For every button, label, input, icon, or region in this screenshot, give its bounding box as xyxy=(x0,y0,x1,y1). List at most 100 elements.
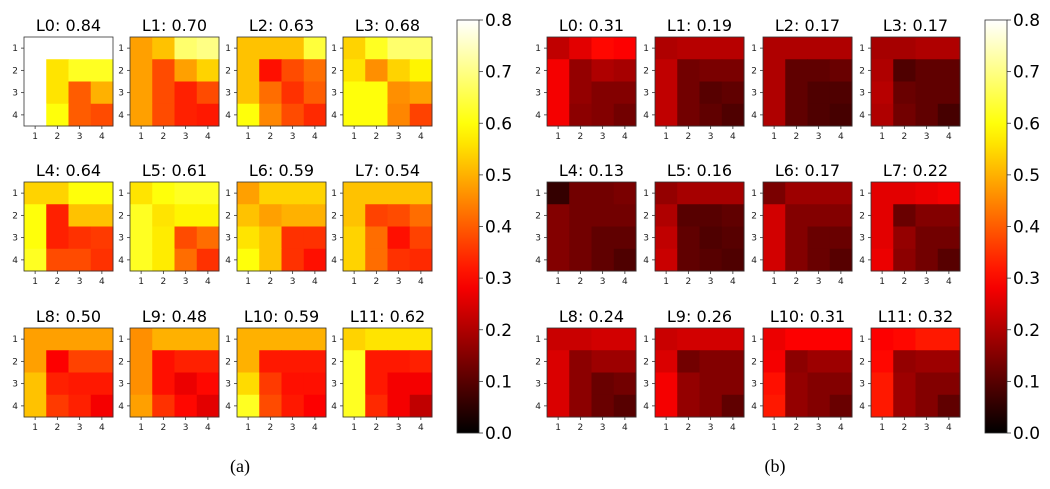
heatmap-cell xyxy=(937,103,961,127)
heatmap-cell xyxy=(785,182,808,205)
colorbar-tick-label: 0.6 xyxy=(1013,114,1040,134)
y-tick-label: 3 xyxy=(118,89,124,99)
heatmap-cell xyxy=(763,248,786,272)
heatmap-cell xyxy=(613,204,637,227)
heatmap-cell xyxy=(365,372,388,396)
heatmap-cell xyxy=(721,182,745,205)
heatmap-cell xyxy=(871,248,894,272)
heatmap-cell xyxy=(281,248,305,272)
heatmap-cell xyxy=(387,103,411,127)
heatmap-cell xyxy=(893,204,916,227)
y-tick-label: 4 xyxy=(643,402,649,412)
heatmap-cell xyxy=(871,328,894,351)
heatmap-cell xyxy=(871,103,894,127)
heatmap-cell xyxy=(196,372,220,396)
heatmap-cell xyxy=(807,248,831,272)
heatmap-cell xyxy=(807,394,831,418)
heatmap-cell xyxy=(937,372,961,396)
heatmap-cell xyxy=(569,204,592,227)
y-tick-label: 4 xyxy=(643,111,649,121)
x-tick-label: 1 xyxy=(663,132,669,142)
subplot-6: L6: 0.17 1 2 3 4 1 2 3 4 xyxy=(751,161,853,287)
subplot-frame xyxy=(654,181,745,272)
subplot-8: L8: 0.24 1 2 3 4 1 2 3 4 xyxy=(535,307,637,433)
x-tick-label: 1 xyxy=(138,423,144,433)
y-tick-label: 4 xyxy=(859,111,865,121)
heatmap-cell xyxy=(259,350,282,373)
y-tick-label: 1 xyxy=(859,44,865,54)
colorbar-tick-label: 0.1 xyxy=(485,372,512,392)
x-tick-label: 2 xyxy=(686,132,692,142)
heatmap-cell xyxy=(937,37,961,60)
heatmap-cell xyxy=(259,37,282,60)
heatmap-cell xyxy=(613,372,637,396)
x-tick-label: 4 xyxy=(205,132,211,142)
y-tick-label: 3 xyxy=(751,89,757,99)
heatmap-cell xyxy=(699,81,723,105)
heatmap-cell xyxy=(807,59,831,82)
heatmap-cell xyxy=(24,372,47,396)
heatmap-cell xyxy=(699,226,723,250)
subplot-4: L4: 0.64 1 2 3 4 1 2 3 4 xyxy=(12,161,114,287)
heatmap-cell xyxy=(763,350,786,373)
subplot-title: L3: 0.17 xyxy=(883,16,948,35)
subplot-title: L10: 0.31 xyxy=(770,307,845,326)
heatmap-cell xyxy=(763,37,786,60)
heatmap-cell xyxy=(152,103,175,127)
heatmap-cell xyxy=(699,204,723,227)
heatmap-cell xyxy=(655,103,678,127)
heatmap-cell xyxy=(343,103,366,127)
heatmap-cell xyxy=(547,226,570,250)
panel-caption: (a) xyxy=(230,456,250,477)
heatmap-cell xyxy=(807,350,831,373)
heatmap-cell xyxy=(387,37,411,60)
x-tick-label: 2 xyxy=(794,132,800,142)
subplot-title: L6: 0.59 xyxy=(249,161,314,180)
heatmap-cell xyxy=(303,81,327,105)
heatmap-cell xyxy=(591,226,615,250)
heatmap-cell xyxy=(237,372,260,396)
x-tick-label: 3 xyxy=(924,132,930,142)
subplot-title: L1: 0.70 xyxy=(142,16,207,35)
heatmap-cell xyxy=(893,248,916,272)
x-tick-label: 2 xyxy=(902,277,908,287)
heatmap-cell xyxy=(613,182,637,205)
subplot-11: L11: 0.32 1 2 3 4 1 2 3 4 xyxy=(859,307,961,433)
heatmap-cell xyxy=(829,182,853,205)
heatmap-cell xyxy=(569,350,592,373)
colorbar-bar xyxy=(456,19,480,434)
heatmap-cell xyxy=(893,182,916,205)
heatmap-cell xyxy=(303,37,327,60)
heatmap-cell xyxy=(46,182,69,205)
y-tick-label: 1 xyxy=(118,335,124,345)
heatmap-cell xyxy=(365,103,388,127)
heatmap-cell xyxy=(303,394,327,418)
heatmap-cell xyxy=(343,37,366,60)
y-tick-label: 1 xyxy=(225,189,231,199)
x-tick-label: 2 xyxy=(55,423,61,433)
heatmap-cell xyxy=(547,81,570,105)
heatmap-cell xyxy=(68,328,92,351)
y-tick-label: 1 xyxy=(225,44,231,54)
heatmap-cell xyxy=(569,103,592,127)
y-tick-label: 3 xyxy=(331,234,337,244)
y-tick-label: 3 xyxy=(643,234,649,244)
heatmap-cell xyxy=(893,328,916,351)
x-tick-label: 2 xyxy=(902,132,908,142)
heatmap-cell xyxy=(807,204,831,227)
heatmap-cell xyxy=(915,226,939,250)
y-tick-label: 2 xyxy=(331,357,337,367)
y-tick-label: 4 xyxy=(859,256,865,266)
y-tick-label: 4 xyxy=(118,402,124,412)
heatmap-cell xyxy=(174,37,198,60)
heatmap-cell xyxy=(721,350,745,373)
y-tick-label: 1 xyxy=(118,189,124,199)
heatmap-cell xyxy=(303,204,327,227)
heatmap-cell xyxy=(259,182,282,205)
y-tick-label: 4 xyxy=(12,111,18,121)
x-tick-label: 1 xyxy=(138,277,144,287)
heatmap-cell xyxy=(343,248,366,272)
heatmap-cell xyxy=(130,37,153,60)
heatmap-cell xyxy=(785,248,808,272)
heatmap-cell xyxy=(387,59,411,82)
